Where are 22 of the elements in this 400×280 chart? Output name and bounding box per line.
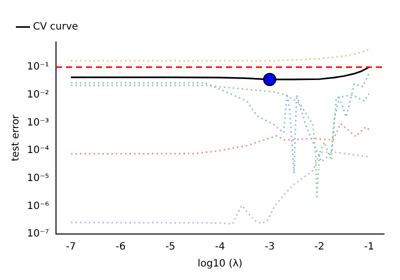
legend-label: CV curve (33, 22, 78, 33)
y-tick-label: 10⁻⁷ (26, 228, 50, 240)
x-tick-label: -6 (116, 242, 126, 253)
y-axis-title: test error (10, 114, 22, 162)
x-tick-label: -2 (314, 242, 324, 253)
x-tick-label: -7 (66, 242, 76, 253)
y-tick-label: 10⁻³ (26, 117, 50, 128)
line-series (70, 48, 370, 62)
line-series (70, 122, 370, 155)
y-tick-label: 10⁻¹ (26, 62, 50, 73)
x-tick-label: -3 (264, 242, 275, 253)
line-series (70, 72, 370, 174)
y-tick-label: 10⁻⁴ (26, 145, 50, 156)
y-tick-label: 10⁻⁶ (26, 200, 50, 212)
x-tick-label: -4 (215, 242, 225, 253)
line-series (70, 151, 368, 225)
x-axis-title: log10 (λ) (198, 258, 243, 270)
x-tick-label: -1 (364, 242, 374, 253)
line-series (70, 84, 370, 198)
x-tick-label: -5 (165, 242, 176, 253)
y-tick-label: 10⁻² (26, 90, 50, 101)
y-tick-label: 10⁻⁵ (26, 172, 50, 184)
